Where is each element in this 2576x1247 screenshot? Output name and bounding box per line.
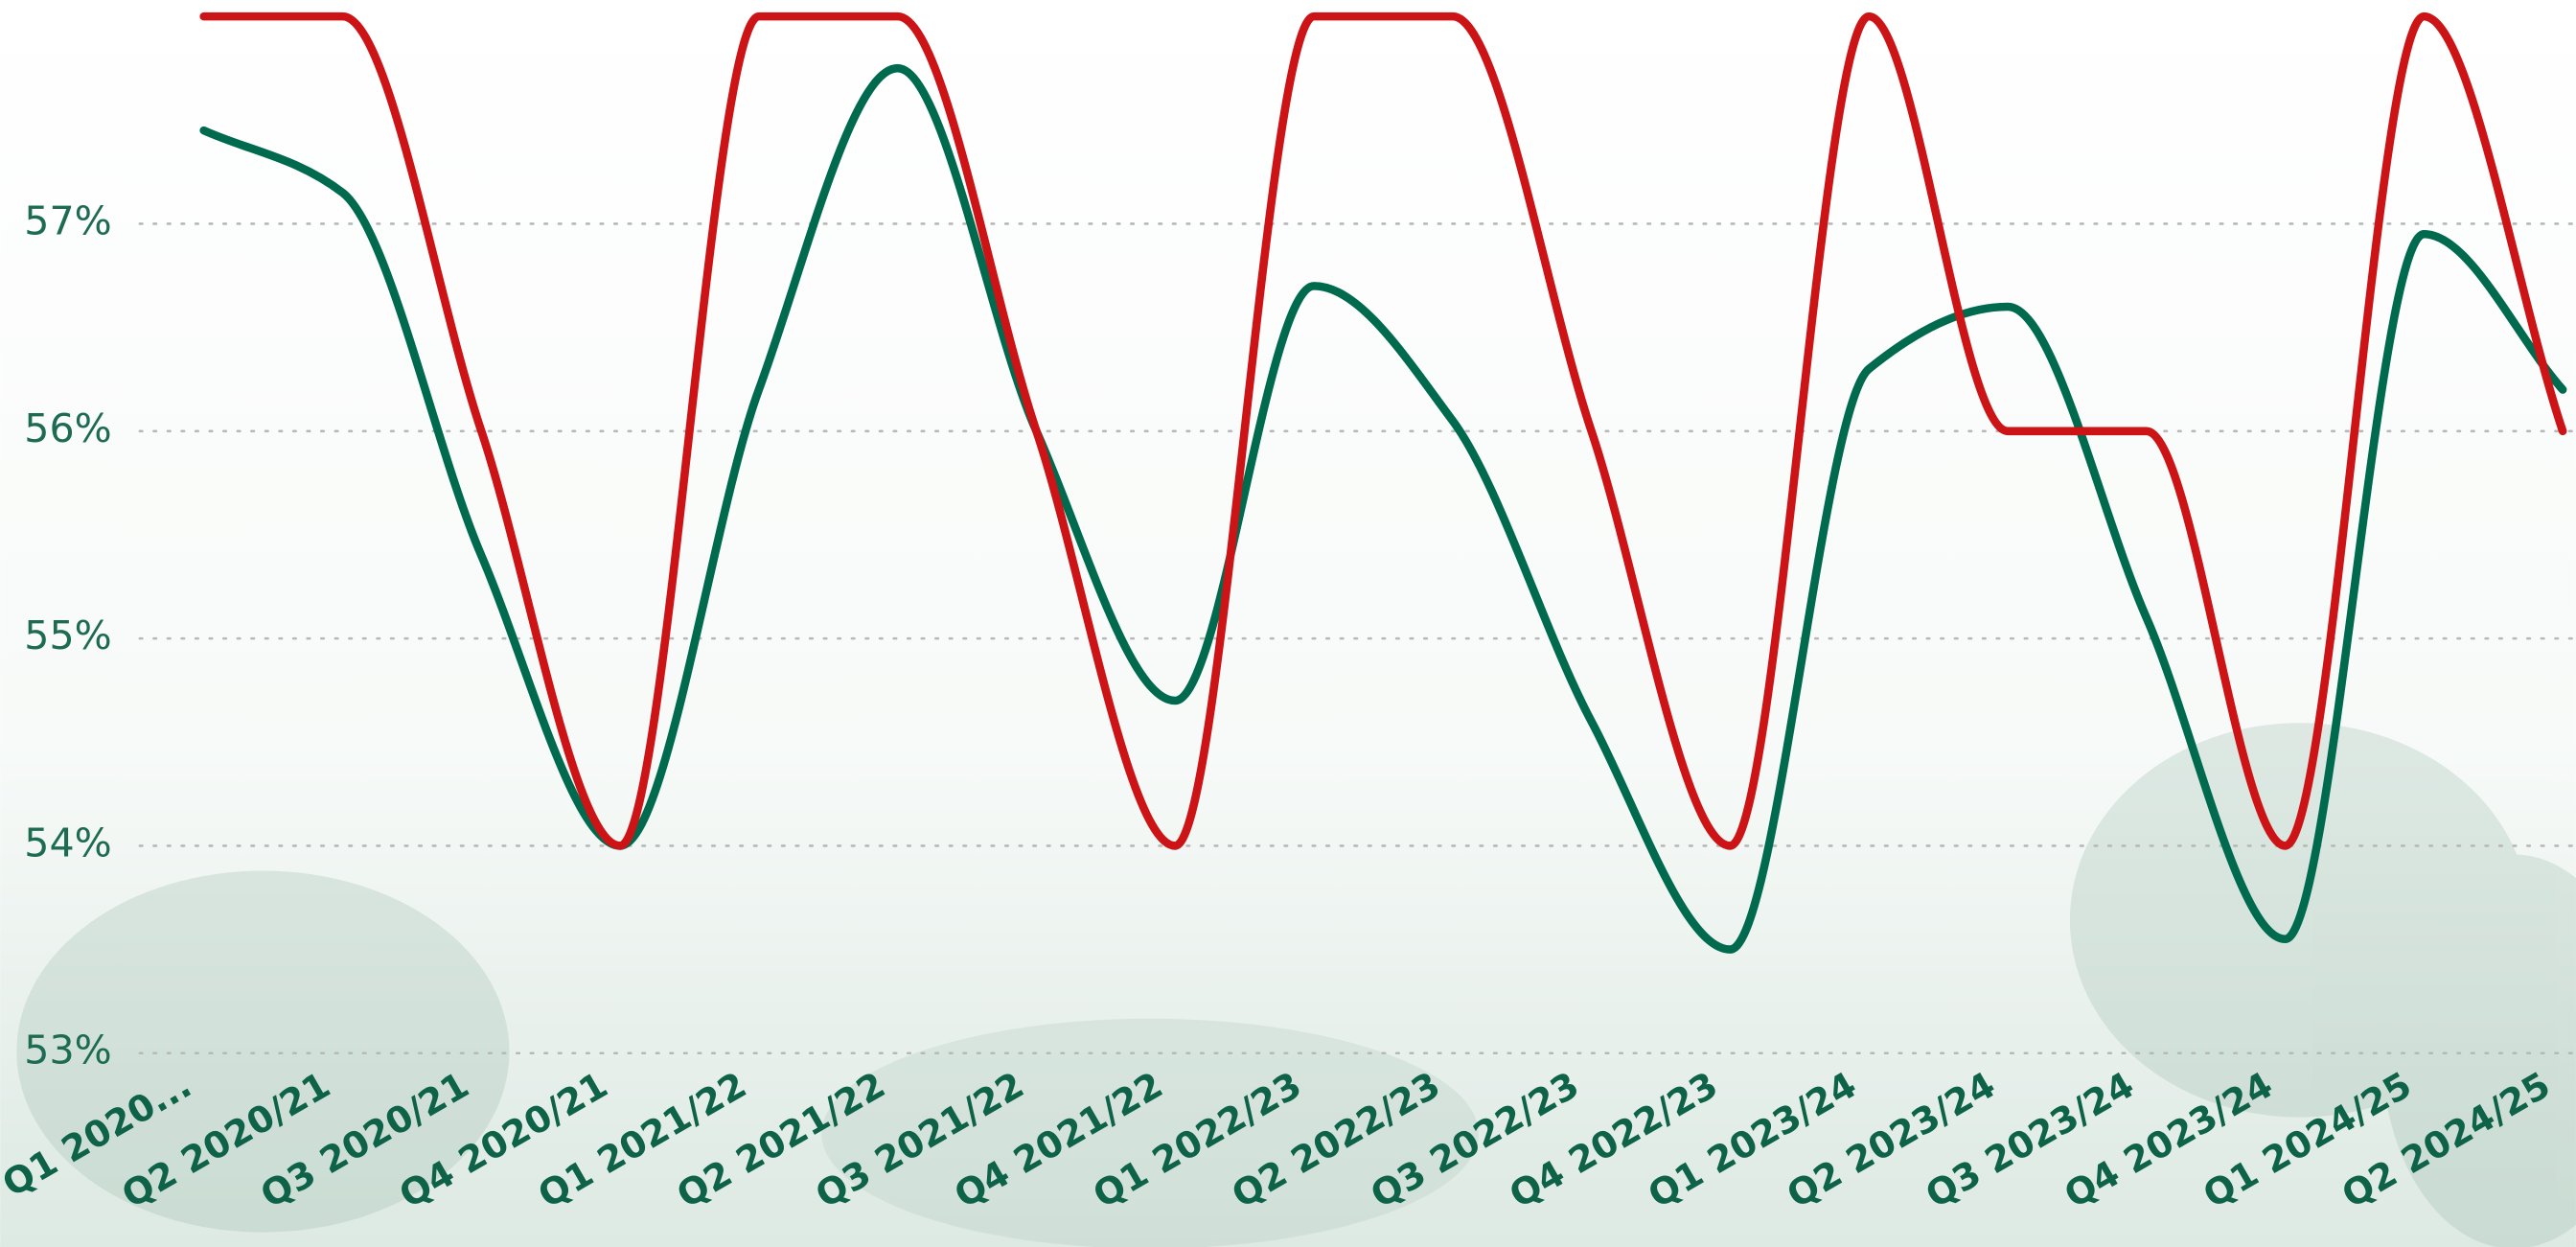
y-tick-label: 53% [24, 1028, 111, 1074]
grid [138, 222, 2576, 1055]
y-tick-label: 54% [24, 820, 111, 866]
plot [199, 12, 2567, 954]
series-line [199, 12, 2567, 850]
y-tick-label: 55% [24, 612, 111, 658]
y-tick-label: 56% [24, 405, 111, 451]
tree-decoration [16, 723, 2576, 1247]
y-tick-label: 57% [24, 197, 111, 243]
